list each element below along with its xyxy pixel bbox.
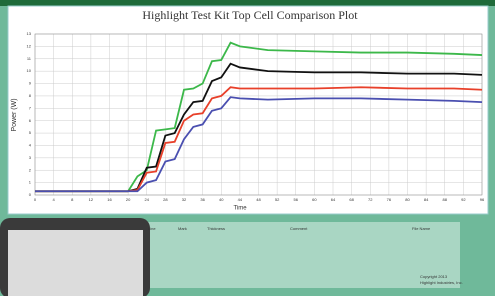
- x-tick-label: 44: [238, 197, 243, 202]
- screen: Highlight Test Kit Top Cell Comparison P…: [0, 0, 495, 296]
- x-tick-label: 88: [443, 197, 448, 202]
- x-tick-label: 64: [331, 197, 336, 202]
- x-tick-label: 60: [312, 197, 317, 202]
- x-tick-label: 20: [126, 197, 131, 202]
- copyright: Highlight Industries, Inc.: [420, 280, 463, 285]
- x-tick-label: 92: [461, 197, 466, 202]
- x-tick-label: 80: [405, 197, 410, 202]
- table-header: Comment: [290, 226, 308, 231]
- copyright: Copyright 2013: [420, 274, 448, 279]
- chart-title: Highlight Test Kit Top Cell Comparison P…: [142, 8, 358, 22]
- table-header: File Name: [412, 226, 431, 231]
- header-bar: [0, 0, 495, 6]
- device-screen: [8, 230, 143, 296]
- y-axis-label: Power (W): [11, 98, 18, 131]
- x-axis-label: Time: [233, 206, 247, 212]
- y-tick-label: 13: [27, 31, 32, 36]
- y-tick-label: 10: [27, 68, 32, 73]
- x-tick-label: 56: [294, 197, 299, 202]
- x-tick-label: 76: [387, 197, 392, 202]
- x-tick-label: 52: [275, 197, 280, 202]
- x-tick-label: 24: [145, 197, 150, 202]
- table-panel: [130, 222, 460, 288]
- x-tick-label: 12: [89, 197, 94, 202]
- x-tick-label: 48: [256, 197, 261, 202]
- x-tick-label: 68: [349, 197, 354, 202]
- x-tick-label: 40: [219, 197, 224, 202]
- x-tick-label: 28: [163, 197, 168, 202]
- x-tick-label: 36: [200, 197, 205, 202]
- table-header: Thickness: [207, 226, 225, 231]
- x-tick-label: 16: [107, 197, 112, 202]
- x-tick-label: 96: [480, 197, 485, 202]
- y-tick-label: 12: [27, 43, 32, 48]
- x-tick-label: 32: [182, 197, 187, 202]
- table-header: Mark: [178, 226, 187, 231]
- table-header: Line: [148, 226, 156, 231]
- x-tick-label: 72: [368, 197, 373, 202]
- x-tick-label: 84: [424, 197, 429, 202]
